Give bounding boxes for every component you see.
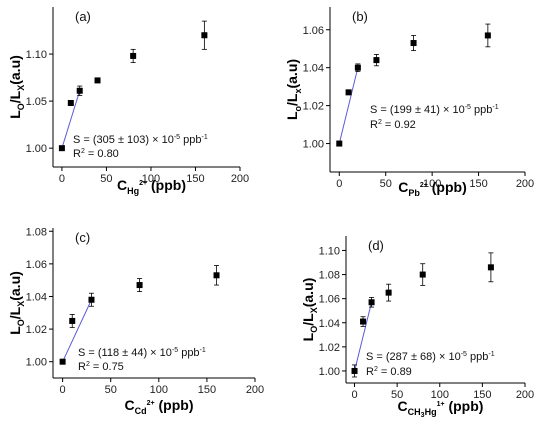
x-tick-label: 50 [380, 178, 392, 190]
x-tick-label: 100 [423, 178, 441, 190]
data-point [136, 282, 143, 289]
panel-label: (a) [75, 9, 91, 24]
data-point [419, 271, 426, 278]
x-tick-label: 150 [473, 389, 491, 401]
y-tick-label: 1.02 [303, 101, 324, 113]
y-tick-label: 1.04 [303, 63, 324, 75]
x-tick-label: 0 [60, 384, 66, 396]
x-tick-label: 200 [246, 384, 264, 396]
x-tick-label: 150 [186, 173, 204, 185]
data-point [67, 100, 74, 106]
data-point [351, 367, 358, 374]
data-point [58, 145, 65, 152]
x-tick-label: 100 [142, 173, 160, 185]
x-tick-label: 0 [351, 389, 357, 401]
x-tick-label: 200 [231, 173, 249, 185]
x-axis-title: CHg2+ (ppb) [117, 177, 186, 196]
data-point [385, 289, 392, 296]
x-tick-label: 50 [100, 173, 112, 185]
fit-line [338, 67, 359, 144]
panel-d: 0 50 100 150 200 1.00 1.02 1.04 1.06 1.08 1.10 (d) S… [300, 236, 534, 419]
r-squared-annotation: R2 = 0.89 [366, 366, 412, 378]
y-tick-label: 1.10 [319, 245, 340, 257]
y-tick-label: 1.02 [26, 324, 47, 336]
data-point [360, 318, 367, 325]
y-tick-label: 1.05 [26, 96, 47, 108]
x-tick-label: 150 [198, 384, 216, 396]
data-point [213, 272, 220, 279]
data-point [487, 264, 494, 271]
slope-annotation: S = (287 ± 68) × 10-5 ppb-1 [366, 351, 495, 363]
y-axis-title: LO/LX(a.u) [7, 271, 26, 335]
data-point [76, 87, 83, 94]
y-tick-label: 1.04 [319, 318, 340, 330]
x-tick-label: 150 [469, 178, 487, 190]
x-tick-label: 50 [105, 384, 117, 396]
x-tick-label: 0 [59, 173, 65, 185]
data-point [410, 40, 417, 47]
fit-line [62, 299, 92, 362]
y-tick-label: 1.08 [319, 270, 340, 282]
data-point [484, 32, 491, 39]
r-squared-annotation: R2 = 0.75 [78, 361, 124, 373]
y-tick-label: 1.06 [26, 259, 47, 271]
fit-line [354, 302, 373, 372]
slope-annotation: S = (118 ± 44) × 10-5 ppb-1 [78, 347, 206, 359]
data-point [336, 140, 343, 147]
panel-label: (d) [368, 238, 384, 253]
data-point [354, 64, 361, 71]
y-tick-label: 1.00 [303, 139, 324, 151]
r-squared-annotation: R2 = 0.80 [73, 148, 119, 160]
x-tick-label: 50 [391, 389, 403, 401]
y-tick-label: 1.00 [26, 357, 47, 369]
y-tick-label: 1.06 [319, 294, 340, 306]
data-point [94, 77, 101, 84]
panel-b: 0 50 100 150 200 1.00 1.02 1.04 1.06 (b) S = (199 … [284, 7, 534, 198]
x-tick-label: 100 [431, 389, 449, 401]
panel-c: 0 50 100 150 200 1.00 1.02 1.04 1.06 1.08 (c) S = (… [7, 226, 264, 416]
data-point [368, 299, 375, 306]
y-tick-label: 1.04 [26, 291, 47, 303]
y-tick-label: 1.06 [303, 25, 324, 37]
data-point [373, 57, 380, 64]
y-tick-label: 1.00 [319, 366, 340, 378]
y-axis-title: Lo/Lx(a.u) [284, 59, 303, 120]
data-point [345, 89, 352, 96]
data-point [201, 32, 208, 39]
y-tick-label: 1.00 [26, 143, 47, 155]
x-tick-label: 0 [336, 178, 342, 190]
y-tick-label: 1.10 [26, 49, 47, 61]
x-tick-label: 200 [516, 389, 534, 401]
slope-annotation: S = (199 ± 41) × 10-5 ppb-1 [370, 104, 499, 116]
y-tick-label: 1.08 [26, 226, 47, 238]
slope-annotation: S = (305 ± 103) × 10-5 ppb-1 [73, 134, 208, 146]
x-axis-title: CPb2+ (ppb) [398, 179, 467, 198]
data-point [59, 358, 66, 365]
y-axis-title: LO/LX(a.u) [300, 278, 319, 342]
x-tick-label: 100 [150, 384, 168, 396]
x-tick-label: 200 [516, 178, 534, 190]
panel-label: (c) [75, 230, 90, 245]
x-axis-title: CCd2+ (ppb) [125, 397, 194, 416]
fit-line [61, 90, 81, 149]
y-axis-title: LO/LX(a.u) [7, 55, 26, 119]
panel-label: (b) [352, 9, 368, 24]
panel-a: 0 50 100 150 200 1.00 1.05 1.10 (a) S = (305 ± 10… [7, 7, 249, 196]
data-point [69, 317, 76, 324]
r-squared-annotation: R2 = 0.92 [370, 119, 416, 131]
data-point [130, 52, 137, 59]
data-point [88, 296, 95, 303]
x-axis-title: CCH3Hg1+ (ppb) [398, 398, 484, 419]
y-tick-label: 1.02 [319, 342, 340, 354]
